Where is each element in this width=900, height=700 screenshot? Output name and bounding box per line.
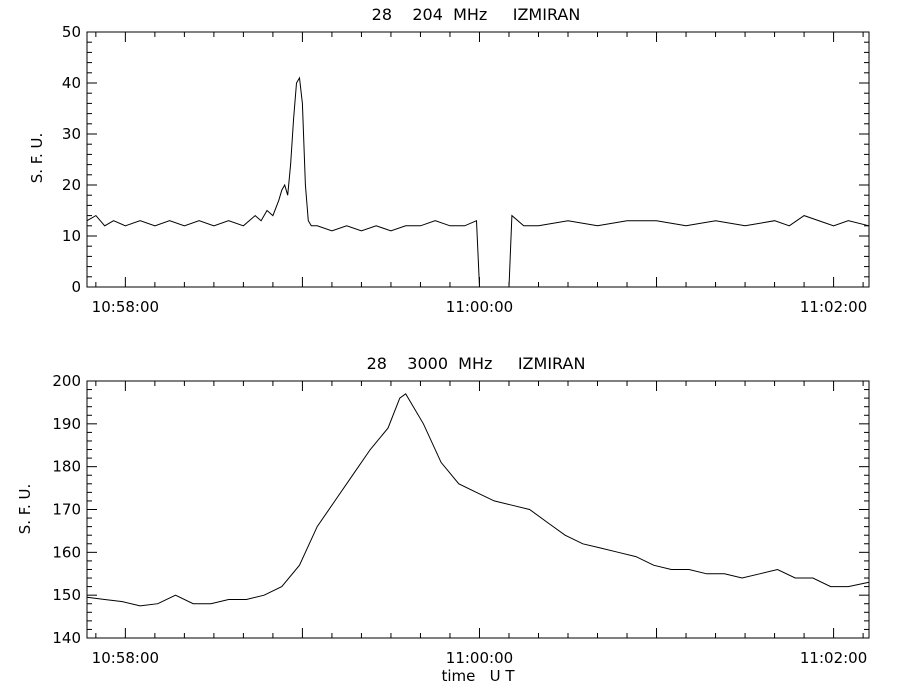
y-tick-label: 50 xyxy=(62,23,81,41)
x-tick-labels-204mhz: 10:58:00 11:00:00 11:02:00 xyxy=(92,298,868,316)
y-tick-label: 140 xyxy=(52,629,81,647)
y-tick-label: 30 xyxy=(62,125,81,143)
y-tick-label: 10 xyxy=(62,227,81,245)
series-line-204mhz xyxy=(86,76,870,288)
y-tick-label: 200 xyxy=(52,372,81,390)
y-axis-label-204mhz: S. F. U. xyxy=(28,133,46,184)
y-tick-label: 190 xyxy=(52,415,81,433)
y-tick-labels-204mhz: 0 10 20 30 40 50 xyxy=(62,23,81,296)
chart-title-3000mhz: 28 3000 MHz IZMIRAN xyxy=(367,354,586,373)
y-tick-label: 40 xyxy=(62,74,81,92)
y-tick-labels-3000mhz: 140 150 160 170 180 190 200 xyxy=(52,372,81,647)
y-tick-label: 170 xyxy=(52,501,81,519)
panel-3000mhz: 28 3000 MHz IZMIRAN S. F. U. 140 150 160 17… xyxy=(16,354,870,685)
y-tick-label: 20 xyxy=(62,176,81,194)
x-tick-label: 10:58:00 xyxy=(92,649,159,667)
x-tick-label: 11:02:00 xyxy=(800,649,867,667)
y-tick-label: 0 xyxy=(71,278,81,296)
chart-title-204mhz: 28 204 MHz IZMIRAN xyxy=(372,5,581,24)
series-line-3000mhz xyxy=(86,393,870,607)
y-tick-label: 160 xyxy=(52,543,81,561)
panel-204mhz: 28 204 MHz IZMIRAN S. F. U. 01020304050 … xyxy=(28,5,870,316)
y-tick-label: 150 xyxy=(52,586,81,604)
y-tick-label: 180 xyxy=(52,458,81,476)
axis-ticks-3000mhz xyxy=(87,380,869,639)
x-tick-label: 11:00:00 xyxy=(446,649,513,667)
y-axis-label-3000mhz: S. F. U. xyxy=(16,484,34,535)
x-tick-label: 10:58:00 xyxy=(92,298,159,316)
x-tick-label: 11:00:00 xyxy=(446,298,513,316)
x-axis-label: time U T xyxy=(441,667,515,685)
plot-frame-204mhz xyxy=(86,31,870,288)
x-tick-labels-3000mhz: 10:58:00 11:00:00 11:02:00 xyxy=(92,649,868,667)
x-tick-label: 11:02:00 xyxy=(800,298,867,316)
